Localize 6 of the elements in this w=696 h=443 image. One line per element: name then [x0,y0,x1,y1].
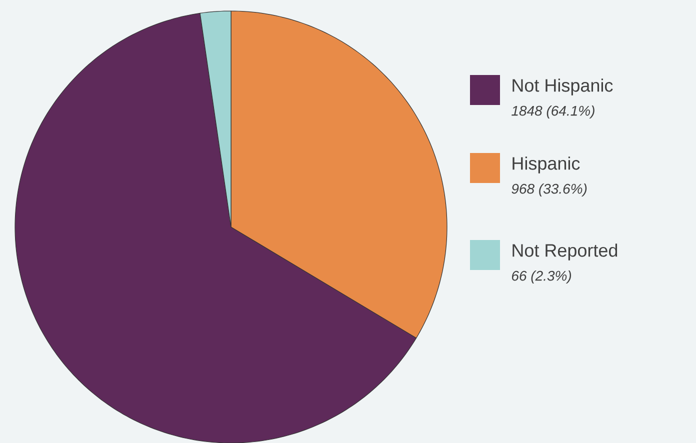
legend-label: Not Reported [512,244,618,260]
data-label: 66 (2.3%) [512,270,572,284]
legend-label: Hispanic [512,156,580,174]
data-label: 968 (33.6%) [512,183,587,197]
data-label: 1848 (64.1%) [512,105,594,119]
legend-label: Not Hispanic [512,78,613,96]
